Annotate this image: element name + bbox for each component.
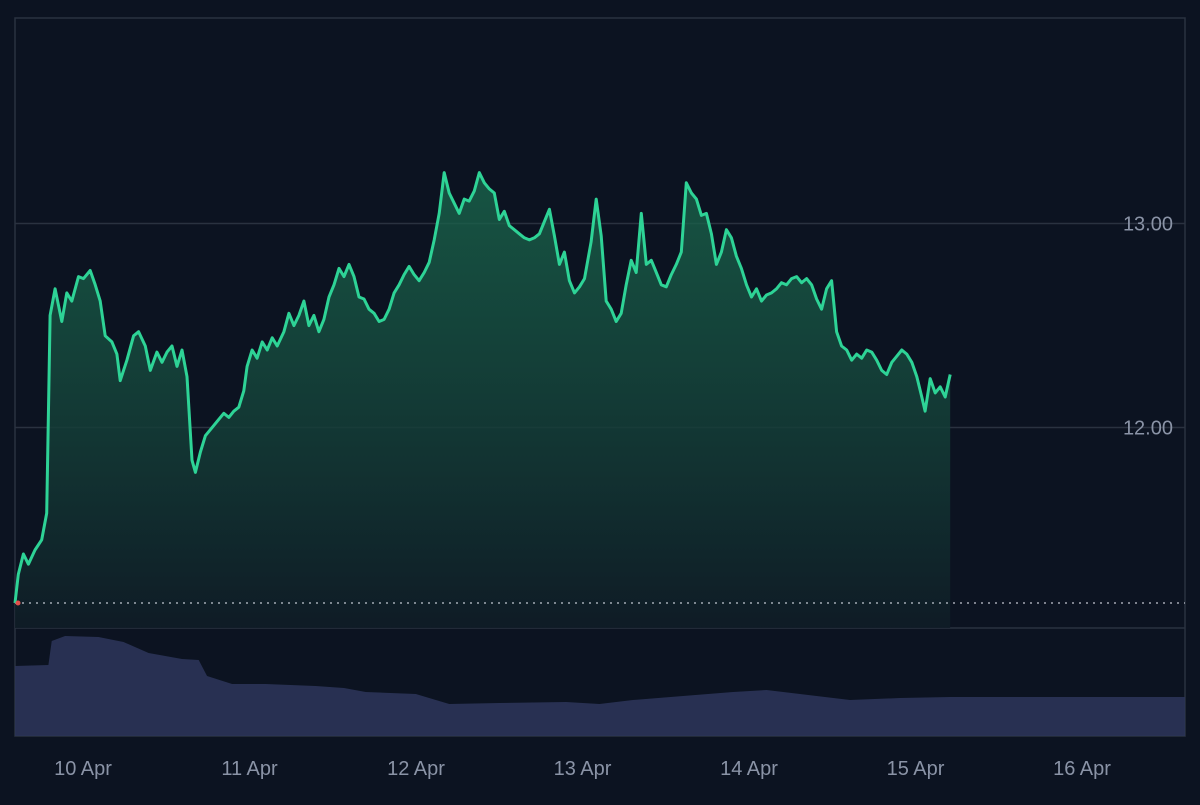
x-tick-label: 12 Apr bbox=[387, 758, 445, 780]
x-axis: 10 Apr 11 Apr 12 Apr 13 Apr 14 Apr 15 Apr 16 A… bbox=[54, 758, 1111, 780]
x-tick-label: 13 Apr bbox=[554, 758, 612, 780]
x-tick-label: 15 Apr bbox=[887, 758, 945, 780]
y-tick-label: 12.00 bbox=[1123, 418, 1173, 440]
volume-bars bbox=[15, 636, 1185, 736]
x-tick-label: 14 Apr bbox=[720, 758, 778, 780]
x-tick-label: 16 Apr bbox=[1053, 758, 1111, 780]
price-area bbox=[15, 172, 951, 628]
line-layer bbox=[13, 171, 952, 606]
y-axis: 13.00 12.00 bbox=[1123, 214, 1173, 440]
x-tick-label: 11 Apr bbox=[221, 758, 278, 780]
x-tick-label: 10 Apr bbox=[54, 758, 112, 780]
area-layer bbox=[15, 172, 1185, 628]
y-tick-label: 13.00 bbox=[1123, 214, 1173, 236]
volume-layer bbox=[15, 636, 1185, 736]
price-line bbox=[13, 171, 952, 604]
start-marker bbox=[15, 600, 21, 606]
